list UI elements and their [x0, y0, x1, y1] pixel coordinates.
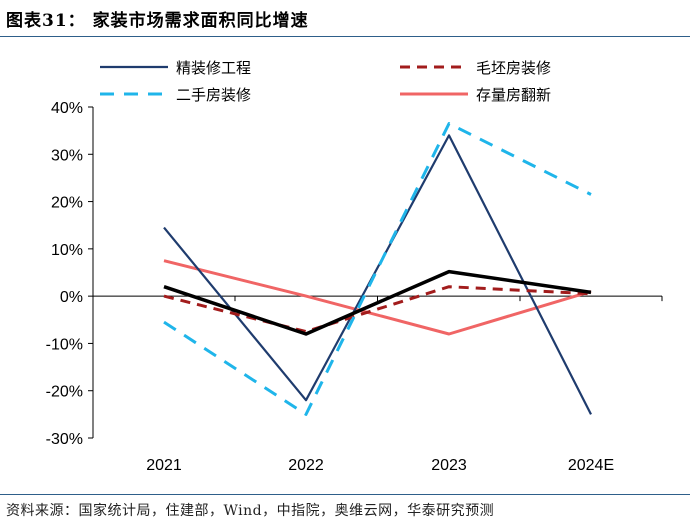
series-line-1: [163, 134, 592, 415]
series-line-2: [163, 285, 592, 334]
legend-label: 毛坯房装修: [476, 59, 551, 77]
series-line-3: [163, 122, 592, 416]
x-tick-label: 2022: [288, 457, 324, 474]
x-tick-label: 2024E: [568, 457, 614, 474]
legend-label: 精装修工程: [176, 59, 251, 77]
series-layer: [163, 122, 592, 416]
y-tick-label: -20%: [46, 384, 83, 401]
source-rule: [0, 494, 690, 495]
y-ticks: 40% 30% 20% 10% 0% -10% -20% -30%: [46, 100, 93, 448]
chart-title: 图表31： 家装市场需求面积同比增速: [6, 11, 309, 31]
y-tick-label: 20%: [51, 195, 83, 212]
x-tick-label: 2021: [146, 457, 182, 474]
x-tick-label: 2023: [431, 457, 467, 474]
y-tick-label: 30%: [51, 147, 83, 164]
x-ticks: 2021 2022 2023 2024E: [92, 296, 663, 474]
title-rule: [0, 36, 690, 37]
source-note: 资料来源：国家统计局，住建部，Wind，中指院，奥维云网，华泰研究预测: [6, 503, 495, 519]
y-tick-label: 0%: [60, 289, 83, 306]
series-line-4: [163, 259, 592, 336]
title-bar: 图表31： 家装市场需求面积同比增速: [0, 0, 700, 37]
legend-label: 二手房装修: [176, 86, 251, 104]
legend-label: 存量房翻新: [476, 86, 551, 104]
y-tick-label: -30%: [46, 431, 83, 448]
y-tick-label: -10%: [46, 336, 83, 353]
y-tick-label: 40%: [51, 100, 83, 117]
y-tick-label: 10%: [51, 242, 83, 259]
series-line-5: [163, 269, 592, 336]
